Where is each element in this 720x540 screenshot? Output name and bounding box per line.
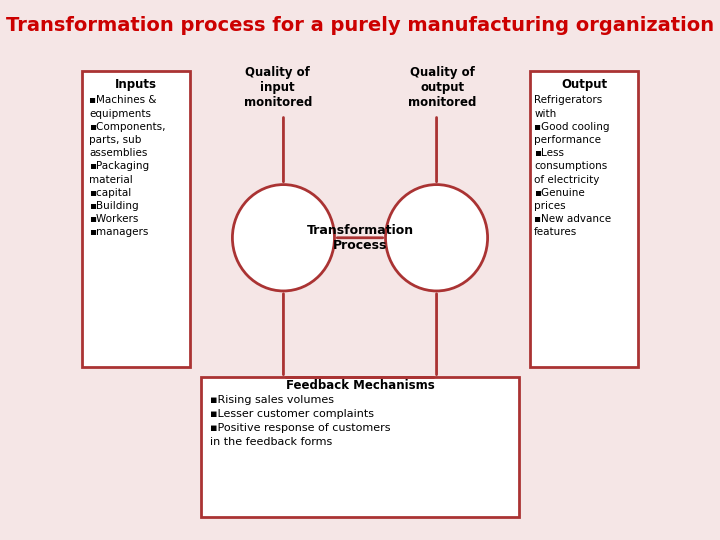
Text: Quality of
input
monitored: Quality of input monitored [243,66,312,110]
FancyBboxPatch shape [530,71,638,367]
Text: Transformation
Process: Transformation Process [307,224,413,252]
Ellipse shape [233,185,335,291]
Text: Output: Output [561,78,607,91]
Text: Inputs: Inputs [115,78,157,91]
Ellipse shape [385,185,487,291]
Text: Transformation process for a purely manufacturing organization: Transformation process for a purely manu… [6,16,714,35]
Text: ▪Machines &
equipments
▪Components,
parts, sub
assemblies
▪Packaging
material
▪c: ▪Machines & equipments ▪Components, part… [89,96,166,238]
Text: Feedback Mechanisms: Feedback Mechanisms [286,379,434,392]
FancyBboxPatch shape [201,377,519,517]
FancyBboxPatch shape [82,71,190,367]
Text: Refrigerators
with
▪Good cooling
performance
▪Less
consumptions
of electricity
▪: Refrigerators with ▪Good cooling perform… [534,96,611,238]
Text: Quality of
output
monitored: Quality of output monitored [408,66,477,110]
Text: ▪Rising sales volumes
▪Lesser customer complaints
▪Positive response of customer: ▪Rising sales volumes ▪Lesser customer c… [210,395,390,447]
